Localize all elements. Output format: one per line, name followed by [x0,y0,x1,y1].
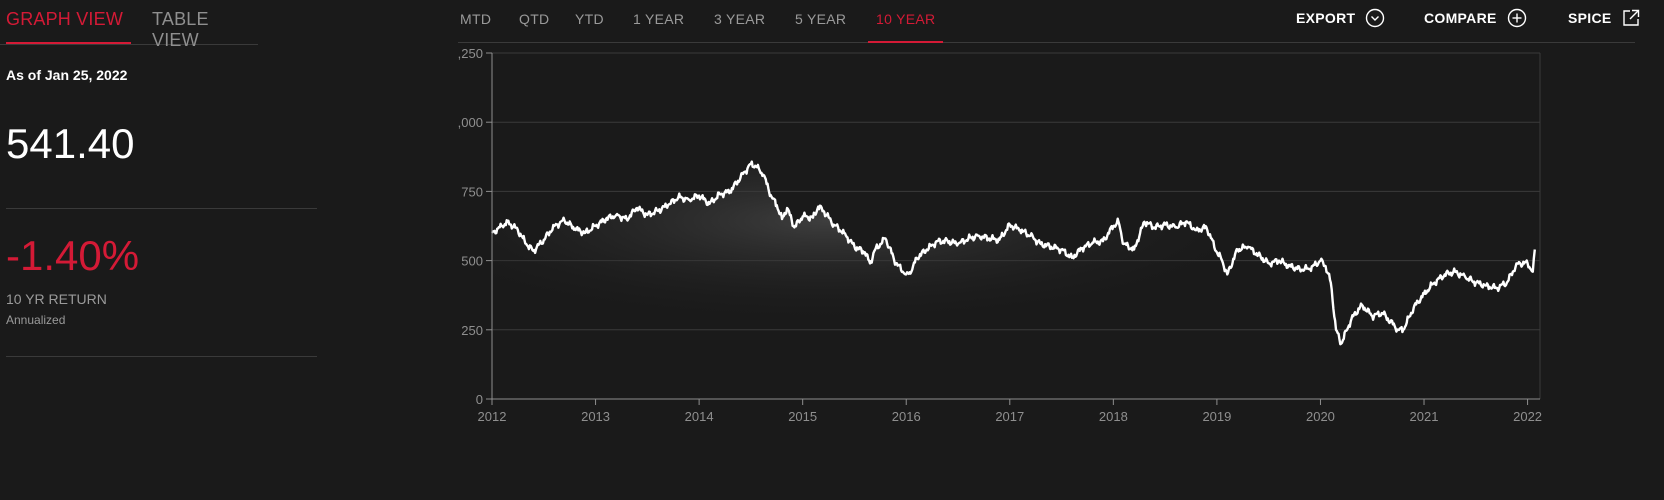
divider [6,356,317,357]
current-value: 541.40 [6,120,135,167]
x-tick-label: 2020 [1306,409,1335,424]
x-tick-label: 2019 [1202,409,1231,424]
spice-link[interactable]: SPICE [1568,8,1640,28]
chevron-down-circle-icon [1366,8,1385,28]
export-label: EXPORT [1296,10,1356,26]
tab-graph-view[interactable]: GRAPH VIEW [6,9,132,44]
plus-circle-icon [1507,8,1526,28]
y-tick-label: 1,250 [458,46,483,61]
y-tick-label: 0 [476,392,483,407]
export-button[interactable]: EXPORT [1296,8,1385,28]
x-tick-label: 2012 [478,409,507,424]
area-fill [492,161,1535,399]
return-label: 10 YR RETURN [6,291,107,307]
divider [6,208,317,209]
x-tick-label: 2015 [788,409,817,424]
x-tick-label: 2016 [892,409,921,424]
summary-panel: GRAPH VIEW TABLE VIEW As of Jan 25, 2022… [0,0,320,500]
compare-label: COMPARE [1424,10,1497,26]
period-ytd[interactable]: YTD [575,11,604,27]
period-1-year[interactable]: 1 YEAR [633,11,685,27]
series-line [490,160,1536,346]
period-selector: MTD QTD YTD 1 YEAR 3 YEAR 5 YEAR 10 YEAR [458,0,1635,43]
return-sublabel: Annualized [6,313,66,327]
return-value: -1.40% [6,232,140,279]
period-10-year[interactable]: 10 YEAR [867,11,944,43]
x-tick-label: 2022 [1513,409,1542,424]
compare-button[interactable]: COMPARE [1424,8,1527,28]
y-tick-label: 500 [461,254,483,269]
line-chart[interactable]: 0 250 500 750 1,000 1,250 2012 2013 2014 2015 2016… [458,44,1636,464]
x-tick-label: 2014 [685,409,714,424]
period-qtd[interactable]: QTD [519,11,550,27]
period-mtd[interactable]: MTD [460,11,492,27]
y-tick-label: 250 [461,323,483,338]
x-tick-label: 2018 [1099,409,1128,424]
x-tick-label: 2013 [581,409,610,424]
y-tick-label: 1,000 [458,115,483,130]
view-tabs: GRAPH VIEW TABLE VIEW [0,0,258,50]
spice-label: SPICE [1568,10,1612,26]
x-tick-label: 2021 [1410,409,1439,424]
y-tick-label: 750 [461,184,483,199]
period-5-year[interactable]: 5 YEAR [795,11,847,27]
tab-table-view[interactable]: TABLE VIEW [152,9,209,50]
as-of-date: As of Jan 25, 2022 [6,67,128,83]
external-link-icon [1622,9,1639,26]
period-3-year[interactable]: 3 YEAR [714,11,766,27]
x-tick-label: 2017 [995,409,1024,424]
